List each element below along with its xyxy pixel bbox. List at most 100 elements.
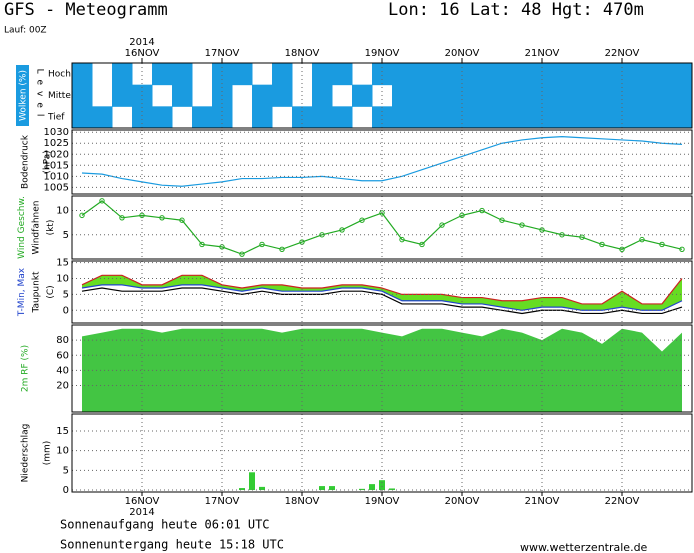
marker [179,217,185,223]
x-tick-label: 19NOV [365,496,400,507]
x-tick-label: 16NOV [125,496,160,507]
cloud-cell [552,106,573,129]
marker [199,241,205,248]
cloud-cell [672,84,692,107]
marker [659,241,665,248]
cloud-cell [452,63,473,86]
cloud-cell [172,84,193,107]
marker [79,212,85,219]
row-label: Mittel [48,91,73,101]
panel-frame [71,195,693,260]
panel-frame [71,413,693,493]
y-label: (kt) [46,220,56,236]
cloud-cell [172,63,193,86]
marker [239,251,245,257]
sunrise: Sonnenaufgang heute 06:01 UTC [60,518,270,532]
marker [119,215,125,221]
y-tick-label: 1020 [44,149,69,160]
y-label: (hPa) [43,150,53,173]
cloud-cell [512,63,533,86]
cloud-cell [112,63,133,86]
cloud-cell [312,106,333,129]
cloud-cell [112,106,133,128]
cloud-cell [332,85,353,107]
panel-frame [71,260,693,324]
cloud-cell [372,106,393,129]
y-tick-label: 1025 [44,138,69,149]
cloud-cell [352,106,373,128]
marker [499,217,505,223]
bar [259,486,265,491]
marker [379,210,385,216]
y-label: (mm) [43,441,53,466]
cloud-cell [72,63,93,86]
marker [439,222,445,228]
y-tick-label: 0 [63,305,69,316]
cloud-cell [492,106,513,129]
marker [599,241,605,248]
cloud-cell [352,63,373,85]
cloud-cell [252,84,273,107]
cloud-cell [72,106,93,129]
cloud-cell [332,106,353,129]
y-tick-label: 5 [63,289,69,300]
cloud-cell [392,63,413,86]
location: Lon: 16 Lat: 48 Hgt: 470m [388,0,644,20]
cloud-cell [212,63,233,86]
y-tick-label: 15 [56,258,69,269]
cloud-cell [92,63,113,85]
panel [72,63,692,129]
bar [329,486,335,491]
cloud-cell [652,106,673,129]
x-tick-label: 19NOV [365,48,400,59]
panel-frame [71,324,693,413]
title: GFS - Meteogramm [4,0,168,20]
y-tick-label: 1010 [44,171,69,182]
cloud-cell [92,106,113,129]
cloud-cell [152,106,173,129]
y-label: Wind Geschw. [17,196,27,259]
y-tick-label: 15 [56,426,69,437]
line [81,274,683,305]
row-label: Hoch [48,69,71,79]
cloud-cell [432,84,453,107]
marker [399,236,405,243]
marker [419,241,425,248]
bar [249,472,255,491]
x-tick-label: 21NOV [525,496,560,507]
marker [339,227,345,233]
cloud-cell [512,84,533,107]
cloud-cell [272,63,293,86]
run: Lauf: 00Z [4,26,47,36]
x-tick-label: 18NOV [285,496,320,507]
cloud-cell [172,106,193,128]
cloud-cell [412,84,433,107]
cloud-cell [572,84,593,107]
cloud-cell [612,63,633,86]
y-tick-label: 20 [56,381,69,392]
cloud-cell [272,84,293,107]
line [81,136,683,187]
x-tick-label: 20NOV [445,48,480,59]
y-tick-label: 1005 [44,182,69,193]
bar [359,488,365,491]
y-tick-label: 5 [63,230,69,241]
y-tick-label: 1030 [44,127,69,138]
marker [99,198,105,204]
cloud-cell [452,106,473,129]
cloud-cell [192,85,213,107]
cloud-cell [212,106,233,129]
panel [81,274,683,315]
cloud-cell [252,106,273,129]
area [82,328,682,412]
y-label: 2m RF (%) [21,345,31,392]
cloud-cell [192,63,213,85]
cloud-cell [352,84,373,107]
marker [279,246,285,253]
y-label: T-Min, Max [17,267,27,317]
marker [519,222,525,228]
row-label: Tief [47,113,65,123]
y-label: Niederschlag [21,424,31,483]
level-label: Level [35,69,45,123]
cloud-cell [512,106,533,129]
